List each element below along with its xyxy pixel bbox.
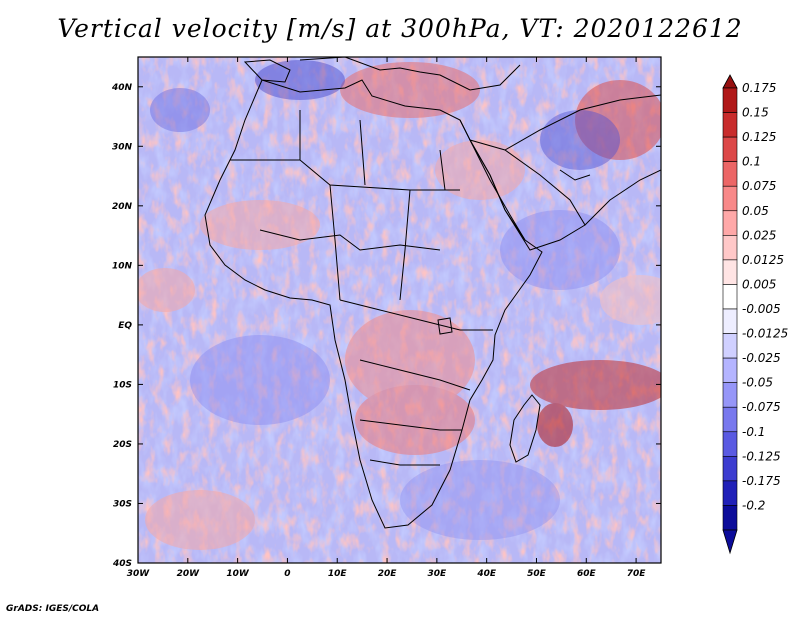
axis-ticks: 30W 20W 10W 0 10E 20E 30E 40E 50E 60E 70E 40N 30N 20N… (111, 57, 661, 579)
colorbar-segment (722, 136, 738, 162)
colorbar-label: 0.175 (742, 81, 776, 95)
lon-tick-label: 10W (226, 569, 250, 579)
colorbar-label: -0.025 (742, 351, 781, 365)
lon-tick-label: 30W (127, 569, 151, 579)
lat-tick-label: 40N (111, 83, 133, 93)
colorbar-segment (722, 185, 738, 212)
map-title: Vertical velocity [m/s] at 300hPa, VT: 2… (57, 14, 743, 43)
colorbar-label: -0.125 (742, 449, 781, 463)
colorbar: 0.175 0.15 0.125 0.1 0.075 0.05 0.025 0.0125 0.0… (722, 74, 788, 555)
colorbar-label: -0.05 (742, 376, 773, 390)
lon-tick-label: 70E (627, 569, 647, 579)
coastlines-and-borders (204, 57, 661, 529)
colorbar-label: -0.175 (742, 474, 781, 488)
colorbar-min-arrow (722, 529, 738, 555)
colorbar-max-arrow (722, 74, 738, 89)
colorbar-label: 0.005 (742, 277, 776, 291)
colorbar-label: 0.15 (742, 106, 769, 120)
colorbar-segment (722, 406, 738, 433)
lon-tick-label: 10E (328, 569, 348, 579)
lon-tick-label: 50E (527, 569, 547, 579)
lon-tick-label: 40E (476, 569, 497, 579)
lon-tick-label: 60E (577, 569, 597, 579)
vertical-velocity-field (138, 57, 661, 563)
colorbar-segment (722, 382, 738, 408)
lat-tick-label: 10N (112, 261, 133, 271)
colorbar-segment (722, 480, 738, 506)
colorbar-segment (722, 284, 738, 310)
colorbar-segment (722, 308, 738, 334)
colorbar-segment (722, 87, 738, 113)
lon-tick-label: 30E (428, 569, 448, 579)
colorbar-label: 0.025 (742, 228, 776, 242)
colorbar-segment (722, 456, 738, 482)
colorbar-label: -0.2 (742, 498, 765, 512)
lon-tick-label: 20E (378, 569, 398, 579)
lon-tick-label: 20W (177, 569, 201, 579)
colorbar-segment (722, 431, 738, 457)
lat-tick-label: 10S (113, 380, 132, 390)
lat-tick-label: 40S (112, 559, 132, 569)
colorbar-label: 0.075 (742, 179, 776, 193)
colorbar-label: 0.1 (742, 155, 761, 169)
lat-tick-label: 20N (112, 202, 133, 212)
colorbar-segment (722, 357, 738, 383)
lat-tick-label: 30N (112, 142, 133, 152)
lon-tick-label: 0 (284, 569, 290, 579)
colorbar-segment (722, 333, 738, 359)
colorbar-segment (722, 161, 738, 187)
colorbar-segment (722, 235, 738, 261)
colorbar-label: 0.125 (742, 130, 776, 144)
grads-credit: GrADS: IGES/COLA (6, 604, 100, 614)
colorbar-segment (722, 112, 738, 138)
colorbar-label: -0.005 (742, 302, 781, 316)
colorbar-label: -0.0125 (742, 327, 788, 341)
colorbar-segment (722, 210, 738, 236)
plot-frame (137, 56, 662, 564)
colorbar-label: 0.0125 (742, 253, 784, 267)
lat-tick-label: EQ (118, 321, 132, 331)
colorbar-segment (722, 505, 738, 531)
colorbar-label: -0.075 (742, 400, 781, 414)
lat-tick-label: 20S (113, 440, 132, 450)
colorbar-label: -0.1 (742, 425, 765, 439)
lat-tick-label: 30S (113, 499, 132, 509)
colorbar-segment (722, 259, 738, 285)
colorbar-label: 0.05 (742, 204, 769, 218)
